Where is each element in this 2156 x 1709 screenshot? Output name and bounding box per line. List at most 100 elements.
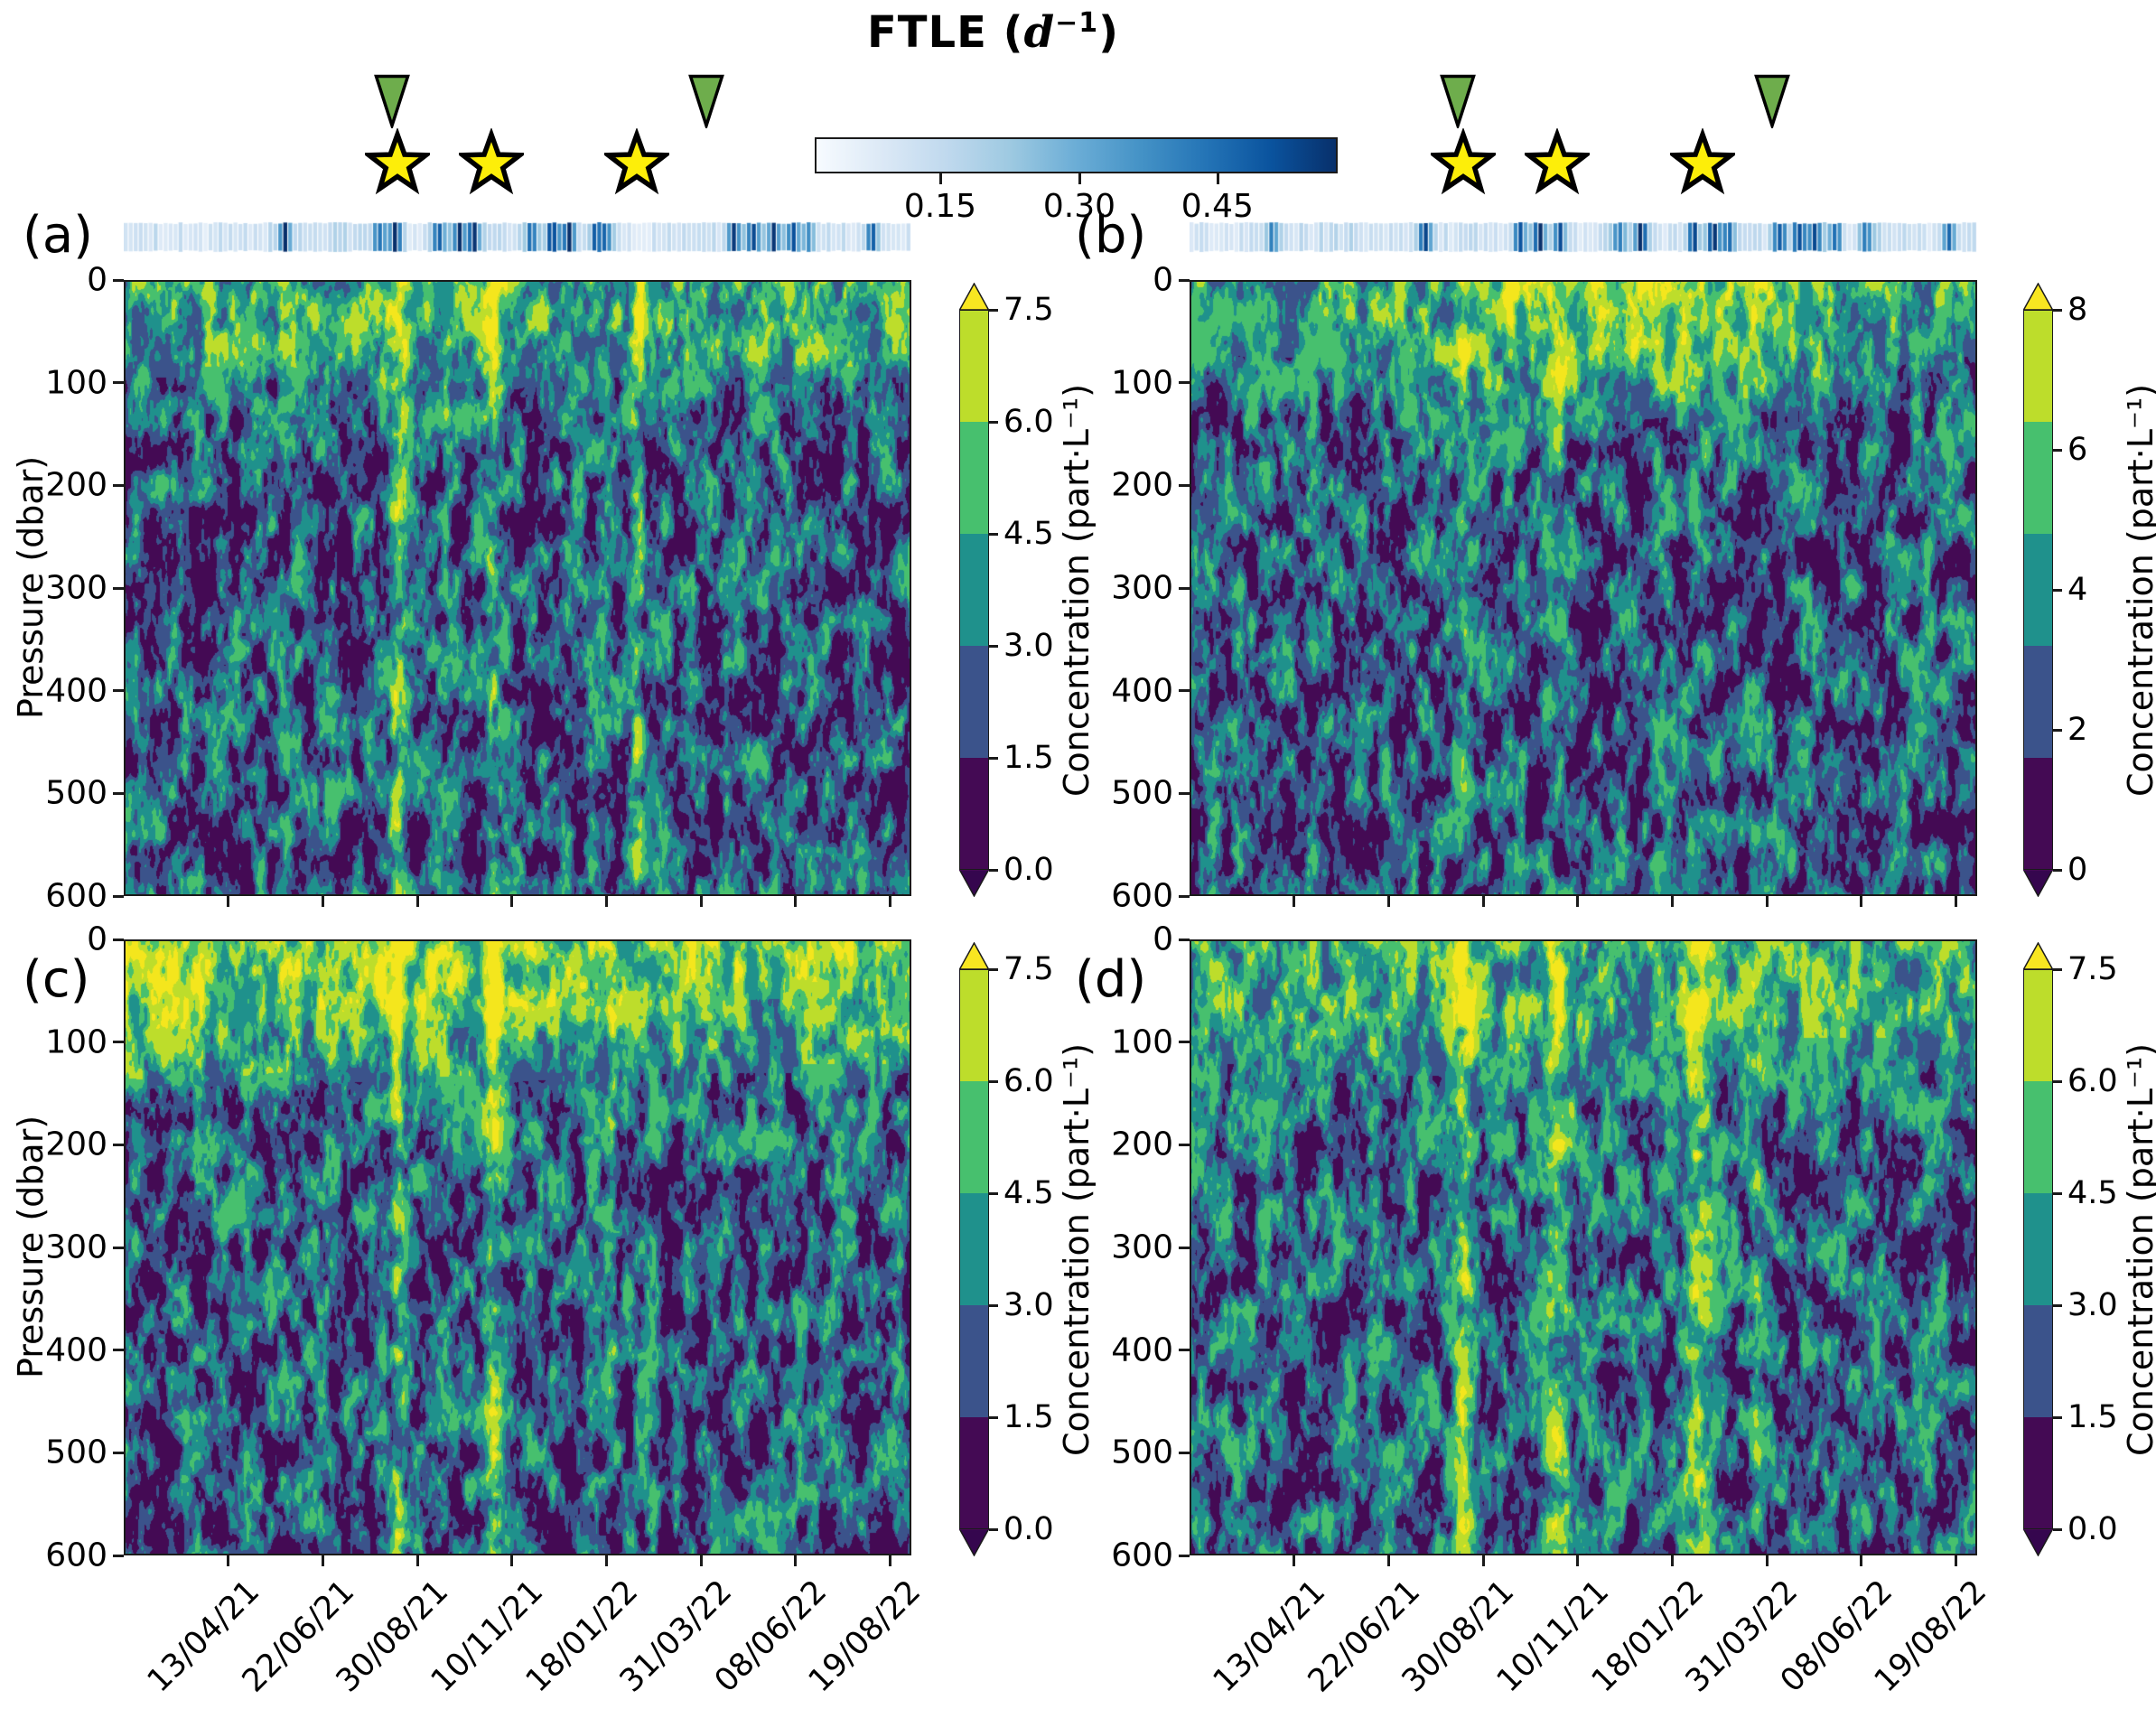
colorbar-c-tick-label: 7.5 xyxy=(1003,951,1054,987)
colorbar-a-tick-label: 6.0 xyxy=(1003,404,1054,440)
colorbar-d-under-arrow xyxy=(2022,1528,2054,1560)
colorbar-d-tickmark xyxy=(2053,1527,2062,1531)
ytickmark-a xyxy=(113,689,124,693)
colorbar-c-tick-label: 0.0 xyxy=(1003,1511,1054,1547)
colorbar-a-label: Concentration (part·L⁻¹) xyxy=(1057,383,1097,797)
ytick-label-a: 300 xyxy=(45,569,107,607)
ytickmark-d xyxy=(1179,1349,1190,1352)
colorbar-d-over-arrow xyxy=(2022,941,2054,973)
colorbar-c-tick-label: 4.5 xyxy=(1003,1175,1054,1211)
colorbar-b-tick-label: 2 xyxy=(2067,712,2088,748)
colorbar-a-tickmark xyxy=(989,420,998,424)
colorbar-b-tick-label: 6 xyxy=(2067,432,2088,468)
colorbar-a-tick-label: 4.5 xyxy=(1003,516,1054,552)
colorbar-c-frame xyxy=(959,969,989,1529)
ftle-colorbar-tick-label: 0.15 xyxy=(903,188,977,225)
colorbar-b-tick-label: 8 xyxy=(2067,292,2088,328)
ftle-colorbar-tickmark xyxy=(938,173,942,184)
ytick-label-b: 100 xyxy=(1111,364,1173,402)
colorbar-b-tick-label: 4 xyxy=(2067,572,2088,608)
colorbar-d-segment xyxy=(2023,1417,2053,1530)
xtickmark-b xyxy=(1954,896,1957,907)
xtickmark-a xyxy=(605,896,609,907)
ytick-label-d: 400 xyxy=(1111,1331,1173,1369)
xtickmark-d xyxy=(1765,1555,1769,1566)
colorbar-c-tickmark xyxy=(989,1415,998,1419)
xtickmark-d xyxy=(1860,1555,1863,1566)
xtickmark-b xyxy=(1765,896,1769,907)
xtickmark-b xyxy=(1860,896,1863,907)
colorbar-b-segment xyxy=(2023,534,2053,647)
colorbar-c-tick-label: 6.0 xyxy=(1003,1063,1054,1099)
colorbar-a-tick-label: 1.5 xyxy=(1003,740,1054,776)
panel-label-d: (d) xyxy=(1075,950,1147,1009)
ftle-title-superscript: −1 xyxy=(1055,7,1099,39)
ytickmark-d xyxy=(1179,1246,1190,1249)
event-star-marker xyxy=(1427,126,1499,201)
ytick-label-d: 200 xyxy=(1111,1125,1173,1163)
ytick-label-d: 0 xyxy=(1153,920,1173,958)
event-triangle-marker xyxy=(374,74,410,132)
colorbar-a-tickmark xyxy=(989,756,998,760)
heatmap-panel-a xyxy=(124,280,911,896)
colorbar-c-over-arrow xyxy=(958,941,990,973)
ytickmark-a xyxy=(113,894,124,898)
ytickmark-b xyxy=(1179,278,1190,282)
heatmap-panel-b xyxy=(1190,280,1977,896)
xtickmark-c xyxy=(888,1555,891,1566)
panel-frame-c xyxy=(124,939,911,1555)
xtickmark-a xyxy=(322,896,325,907)
panel-frame-b xyxy=(1190,280,1977,896)
colorbar-d-tickmark xyxy=(2053,1303,2062,1307)
colorbar-c-segment xyxy=(959,969,989,1082)
xtickmark-b xyxy=(1293,896,1296,907)
event-triangle-marker xyxy=(1754,74,1790,132)
ftle-colorbar-tick-label: 0.30 xyxy=(1042,188,1116,225)
ytickmark-a xyxy=(113,381,124,385)
ytick-label-c: 600 xyxy=(45,1536,107,1574)
colorbar-c-tickmark xyxy=(989,1191,998,1195)
ytickmark-d xyxy=(1179,938,1190,941)
xtickmark-b xyxy=(1387,896,1391,907)
ytickmark-c xyxy=(113,1554,124,1557)
xtickmark-d xyxy=(1671,1555,1675,1566)
event-triangle-marker xyxy=(1440,74,1476,132)
colorbar-a-segment xyxy=(959,534,989,647)
ftle-colorbar-tickmark xyxy=(1078,173,1081,184)
xtickmark-d xyxy=(1293,1555,1296,1566)
colorbar-d-tick-label: 7.5 xyxy=(2067,951,2118,987)
ytick-label-d: 100 xyxy=(1111,1023,1173,1061)
colorbar-c-tick-label: 1.5 xyxy=(1003,1399,1054,1435)
ytickmark-d xyxy=(1179,1554,1190,1557)
colorbar-b-segment xyxy=(2023,646,2053,759)
panel-label-a: (a) xyxy=(23,206,94,265)
xtickmark-b xyxy=(1576,896,1580,907)
ytick-label-b: 200 xyxy=(1111,466,1173,504)
colorbar-a-tick-label: 3.0 xyxy=(1003,628,1054,664)
ytick-label-c: 300 xyxy=(45,1228,107,1266)
ytick-label-b: 500 xyxy=(1111,774,1173,812)
colorbar-d-tickmark xyxy=(2053,1191,2062,1195)
ytickmark-b xyxy=(1179,894,1190,898)
xtickmark-c xyxy=(699,1555,703,1566)
colorbar-d-segment xyxy=(2023,1305,2053,1418)
ytickmark-d xyxy=(1179,1451,1190,1454)
colorbar-c-tickmark xyxy=(989,1527,998,1531)
ytickmark-a xyxy=(113,586,124,590)
ytickmark-c xyxy=(113,1143,124,1146)
xtickmark-d xyxy=(1387,1555,1391,1566)
colorbar-b-tickmark xyxy=(2053,868,2062,872)
colorbar-d-tickmark xyxy=(2053,1415,2062,1419)
colorbar-b-segment xyxy=(2023,758,2053,871)
ytickmark-b xyxy=(1179,381,1190,385)
ytick-label-b: 400 xyxy=(1111,672,1173,710)
colorbar-b-tick-label: 0 xyxy=(2067,852,2088,888)
xtickmark-c xyxy=(322,1555,325,1566)
colorbar-a-tick-label: 7.5 xyxy=(1003,292,1054,328)
colorbar-a-segment xyxy=(959,422,989,535)
ytickmark-c xyxy=(113,1349,124,1352)
colorbar-b-under-arrow xyxy=(2022,869,2054,901)
colorbar-c-segment xyxy=(959,1305,989,1418)
panel-label-b: (b) xyxy=(1075,206,1147,265)
